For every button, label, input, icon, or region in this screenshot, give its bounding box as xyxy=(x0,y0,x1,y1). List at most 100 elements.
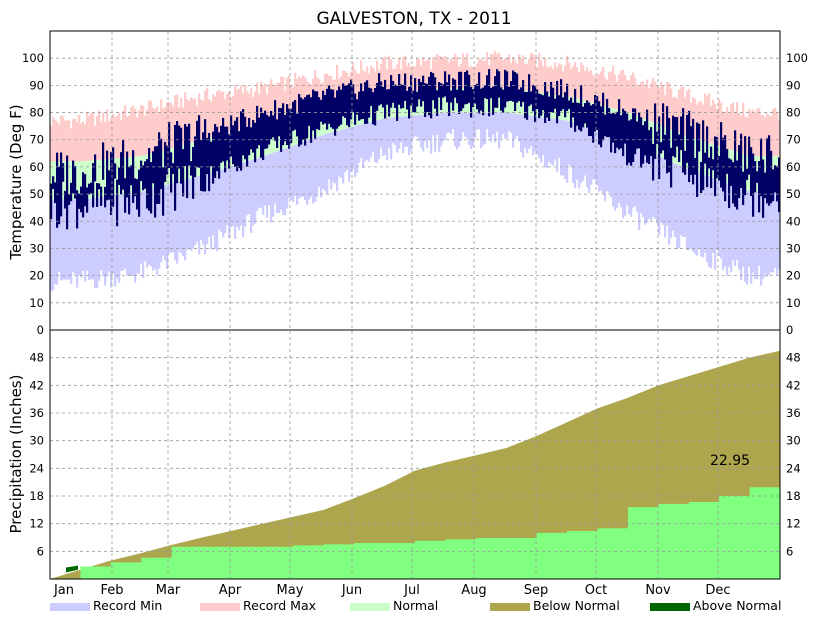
record-max-bar xyxy=(770,116,773,157)
month-label: Dec xyxy=(705,583,730,598)
observed-temp-bar xyxy=(636,121,639,149)
observed-temp-bar xyxy=(632,108,635,162)
record-min-bar xyxy=(464,112,467,137)
observed-temp-bar xyxy=(724,135,727,202)
record-max-bar xyxy=(180,97,183,146)
record-max-bar xyxy=(202,100,205,140)
observed-temp-bar xyxy=(450,90,453,103)
record-min-bar xyxy=(630,143,633,217)
month-label: Nov xyxy=(645,583,671,598)
observed-temp-bar xyxy=(128,166,131,215)
observed-temp-bar xyxy=(412,90,415,113)
normal-band-bar xyxy=(498,88,501,113)
observed-temp-bar xyxy=(674,117,677,158)
record-min-bar xyxy=(146,189,149,268)
record-max-bar xyxy=(772,109,775,157)
observed-temp-bar xyxy=(408,86,411,119)
record-max-bar xyxy=(568,62,571,97)
observed-temp-bar xyxy=(70,182,73,202)
axis-ticks: 0 0 10 10 20 20 30 30 40 40 50 50 60 60 70 70 80 80 90 90 10… xyxy=(22,51,808,558)
record-max-bar xyxy=(706,96,709,143)
record-min-bar xyxy=(426,114,429,149)
record-max-bar xyxy=(580,62,583,100)
record-min-bar xyxy=(266,154,269,218)
observed-temp-bar xyxy=(196,120,199,168)
observed-temp-bar xyxy=(652,144,655,181)
month-label: Jan xyxy=(53,583,74,598)
record-max-bar xyxy=(540,60,543,93)
record-min-bar xyxy=(308,139,311,200)
record-max-bar xyxy=(606,79,609,107)
record-min-bar xyxy=(640,148,643,213)
observed-temp-bar xyxy=(538,93,541,119)
record-min-bar xyxy=(572,122,575,183)
record-max-bar xyxy=(134,108,137,157)
observed-temp-bar xyxy=(756,171,759,183)
record-max-bar xyxy=(548,67,551,94)
record-max-bar xyxy=(102,112,105,160)
record-max-bar xyxy=(334,79,337,105)
observed-temp-bar xyxy=(52,176,55,190)
record-min-bar xyxy=(94,197,97,288)
record-max-bar xyxy=(386,69,389,94)
record-min-bar xyxy=(592,129,595,180)
record-max-bar xyxy=(132,105,135,157)
record-max-bar xyxy=(524,63,527,91)
chart-title: GALVESTON, TX - 2011 xyxy=(316,9,511,29)
record-min-bar xyxy=(580,125,583,183)
record-min-bar xyxy=(480,112,483,149)
precip-tick-label-left: 36 xyxy=(29,406,44,420)
record-max-bar xyxy=(554,62,557,95)
record-min-bar xyxy=(770,191,773,273)
observed-temp-bar xyxy=(750,147,753,196)
observed-temp-bar xyxy=(334,97,337,136)
legend-swatch xyxy=(350,603,390,611)
observed-temp-bar xyxy=(698,123,701,152)
observed-temp-bar xyxy=(542,95,545,111)
record-min-bar xyxy=(600,132,603,191)
record-min-bar xyxy=(680,165,683,236)
record-min-bar xyxy=(552,118,555,166)
observed-temp-bar xyxy=(432,73,435,101)
observed-temp-bar xyxy=(556,80,559,124)
normal-band-bar xyxy=(438,88,441,114)
record-max-bar xyxy=(200,99,203,141)
record-max-bar xyxy=(214,96,217,137)
precip-tick-label-right: 42 xyxy=(786,378,801,392)
record-min-bar xyxy=(608,135,611,193)
record-min-bar xyxy=(456,112,459,150)
record-max-bar xyxy=(742,102,745,154)
record-max-bar xyxy=(454,53,457,89)
record-min-bar xyxy=(698,173,701,248)
record-max-bar xyxy=(272,84,275,121)
record-min-bar xyxy=(344,128,347,173)
record-min-bar xyxy=(644,149,647,225)
observed-temp-bar xyxy=(378,73,381,106)
record-min-bar xyxy=(400,116,403,143)
observed-temp-bar xyxy=(712,159,715,171)
month-label: Jul xyxy=(403,583,420,598)
record-max-bar xyxy=(644,86,647,120)
record-max-bar xyxy=(564,65,567,96)
observed-temp-bar xyxy=(634,108,637,155)
observed-temp-bar xyxy=(50,183,53,220)
normal-band-bar xyxy=(698,140,701,174)
precip-tick-label-right: 18 xyxy=(786,489,801,503)
record-min-bar xyxy=(164,185,167,261)
record-max-bar xyxy=(456,56,459,89)
record-min-bar xyxy=(586,127,589,188)
record-max-bar xyxy=(86,111,89,161)
observed-temp-bar xyxy=(76,190,79,229)
temp-tick-label-right: 10 xyxy=(786,296,801,310)
record-max-bar xyxy=(228,91,231,133)
observed-temp-bar xyxy=(252,120,255,153)
record-min-bar xyxy=(304,141,307,201)
record-min-bar xyxy=(62,199,65,280)
observed-temp-bar xyxy=(660,142,663,154)
record-min-bar xyxy=(332,131,335,183)
record-max-bar xyxy=(264,83,267,124)
record-min-bar xyxy=(676,164,679,250)
record-min-bar xyxy=(334,131,337,184)
record-min-bar xyxy=(186,179,189,250)
observed-temp-bar xyxy=(512,70,515,102)
